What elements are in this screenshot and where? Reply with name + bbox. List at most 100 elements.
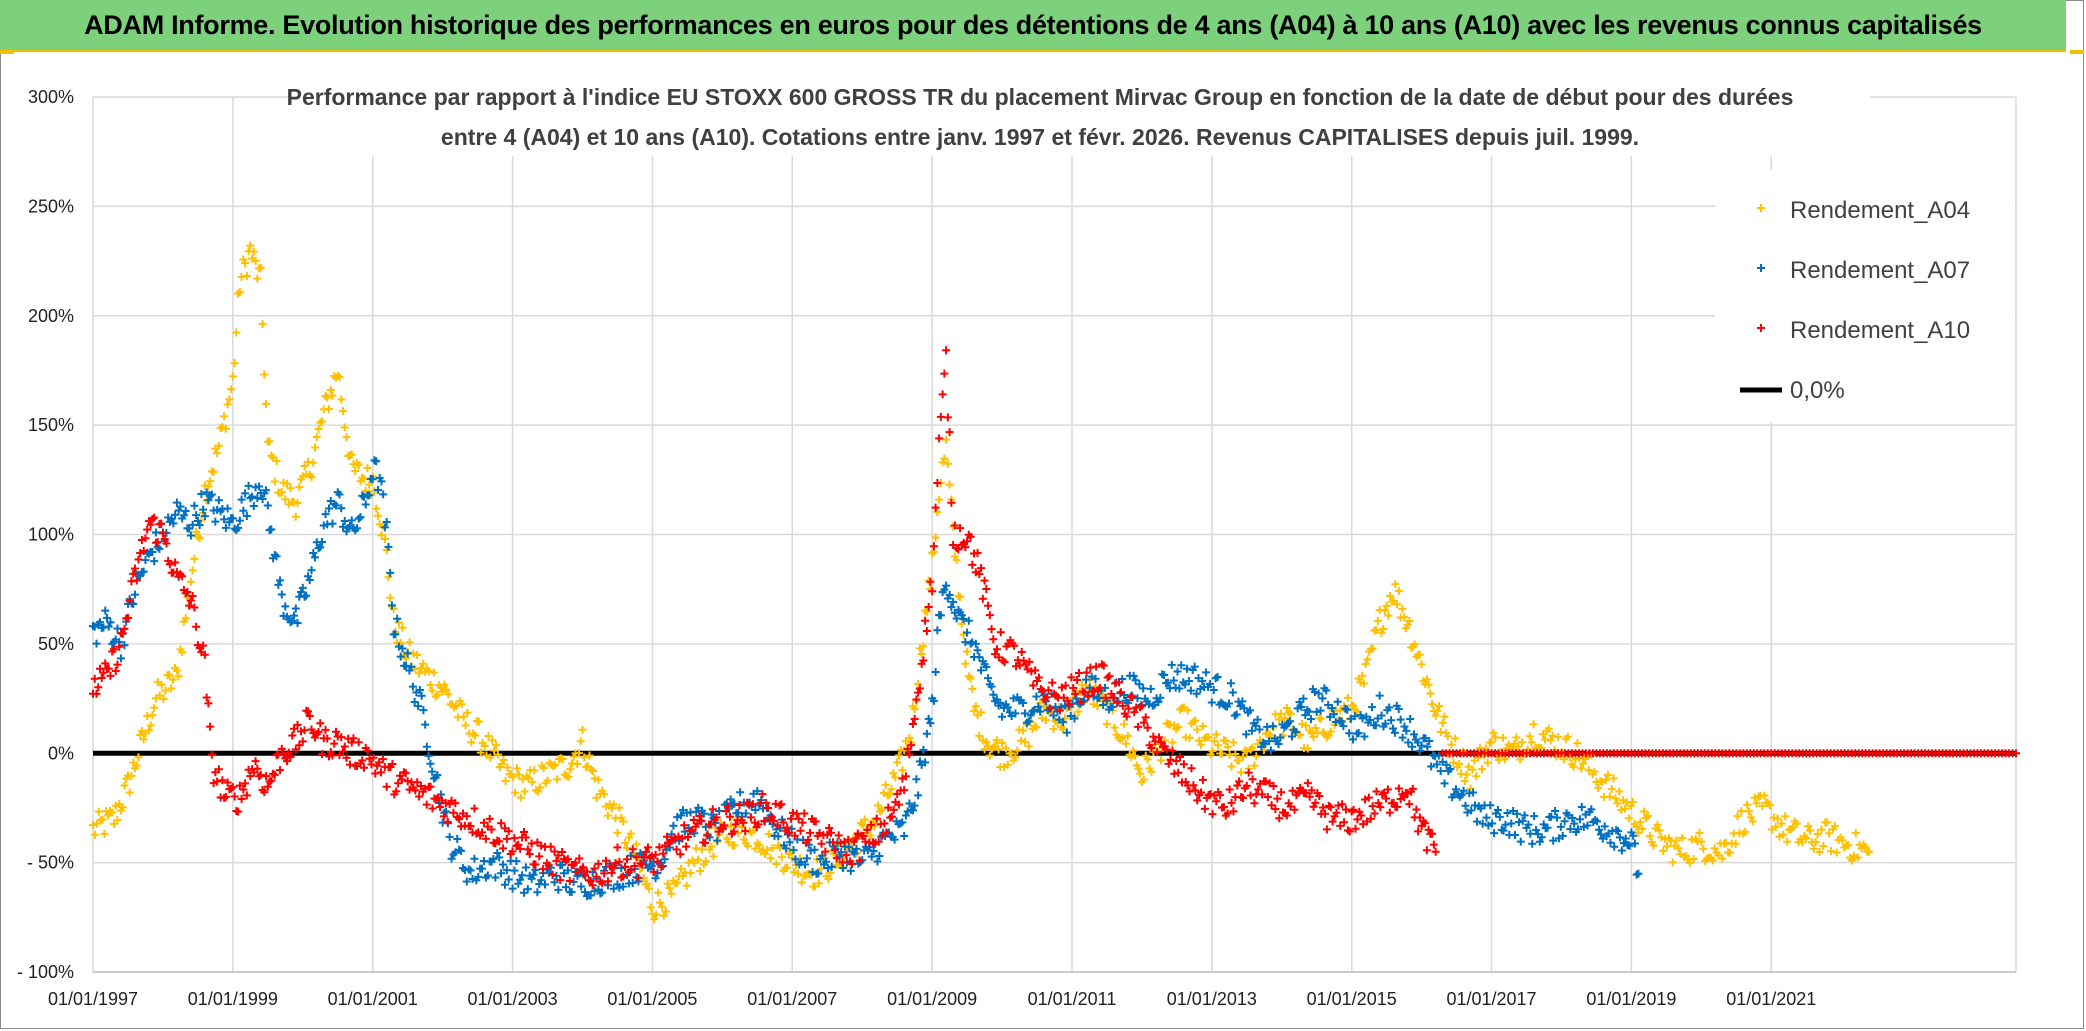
data-point (1133, 694, 1142, 703)
data-point (1811, 838, 1820, 847)
data-point (422, 800, 431, 809)
data-point (650, 915, 659, 924)
data-point (1390, 728, 1399, 737)
data-point (869, 847, 878, 856)
data-point (1575, 815, 1584, 824)
data-point (1196, 684, 1205, 693)
data-point (223, 400, 232, 409)
data-point (428, 767, 437, 776)
data-point (725, 812, 734, 821)
data-point (796, 826, 805, 835)
data-point (1643, 811, 1652, 820)
data-point (1205, 679, 1214, 688)
data-point (1406, 714, 1415, 723)
data-point (291, 512, 300, 521)
data-point (263, 501, 272, 510)
data-point (621, 862, 630, 871)
data-point (582, 867, 591, 876)
data-point (1375, 691, 1384, 700)
data-point (783, 863, 792, 872)
data-point (256, 263, 265, 272)
data-point (359, 475, 368, 484)
data-point (1518, 816, 1527, 825)
data-point (1186, 686, 1195, 695)
data-point (251, 256, 260, 265)
data-point (1026, 711, 1035, 720)
data-point (443, 817, 452, 826)
data-point (1655, 826, 1664, 835)
data-point (998, 738, 1007, 747)
data-point (318, 417, 327, 426)
data-point (1381, 719, 1390, 728)
data-point (511, 788, 520, 797)
data-point (565, 877, 574, 886)
data-point (726, 795, 735, 804)
data-point (373, 486, 382, 495)
data-point (1551, 806, 1560, 815)
data-point (533, 888, 542, 897)
data-point (508, 884, 517, 893)
data-point (470, 804, 479, 813)
data-point (283, 479, 292, 488)
data-point (1424, 680, 1433, 689)
data-point (442, 685, 451, 694)
data-point (235, 516, 244, 525)
data-point (514, 770, 523, 779)
data-point (1192, 689, 1201, 698)
banner-accent-left (0, 50, 14, 54)
data-point (832, 854, 841, 863)
data-point (484, 732, 493, 741)
data-point (1099, 701, 1108, 710)
data-point (682, 842, 691, 851)
data-point (1069, 683, 1078, 692)
data-point (349, 734, 358, 743)
data-point (1277, 709, 1286, 718)
data-point (307, 473, 316, 482)
data-point (1351, 824, 1360, 833)
data-point (1198, 677, 1207, 686)
data-point (1359, 679, 1368, 688)
data-point (933, 626, 942, 635)
data-point (1752, 799, 1761, 808)
data-point (160, 535, 169, 544)
data-point (479, 818, 488, 827)
data-point (158, 529, 167, 538)
data-point (246, 494, 255, 503)
data-point (680, 821, 689, 830)
data-point (846, 866, 855, 875)
data-point (468, 875, 477, 884)
data-point (461, 721, 470, 730)
data-point (415, 685, 424, 694)
data-point (239, 785, 248, 794)
data-point (466, 866, 475, 875)
data-point (956, 524, 965, 533)
data-point (1527, 738, 1536, 747)
data-point (1137, 701, 1146, 710)
data-point (246, 241, 255, 250)
data-point (1139, 718, 1148, 727)
x-tick-label: 01/01/2011 (1028, 989, 1117, 1009)
data-point (260, 370, 269, 379)
data-point (503, 763, 512, 772)
data-point (1041, 716, 1050, 725)
data-point (1118, 733, 1127, 742)
data-point (1543, 823, 1552, 832)
data-point (739, 835, 748, 844)
data-point (1229, 807, 1238, 816)
data-point (1019, 698, 1028, 707)
data-point (975, 653, 984, 662)
data-point (490, 746, 499, 755)
data-point (1629, 831, 1638, 840)
data-point (773, 821, 782, 830)
data-point (365, 491, 374, 500)
data-point (262, 772, 271, 781)
data-point (950, 521, 959, 530)
data-point (1179, 760, 1188, 769)
data-point (214, 765, 223, 774)
data-point (844, 843, 853, 852)
data-point (1568, 813, 1577, 822)
data-point (798, 818, 807, 827)
data-point (588, 881, 597, 890)
data-point (1804, 822, 1813, 831)
data-point (323, 734, 332, 743)
